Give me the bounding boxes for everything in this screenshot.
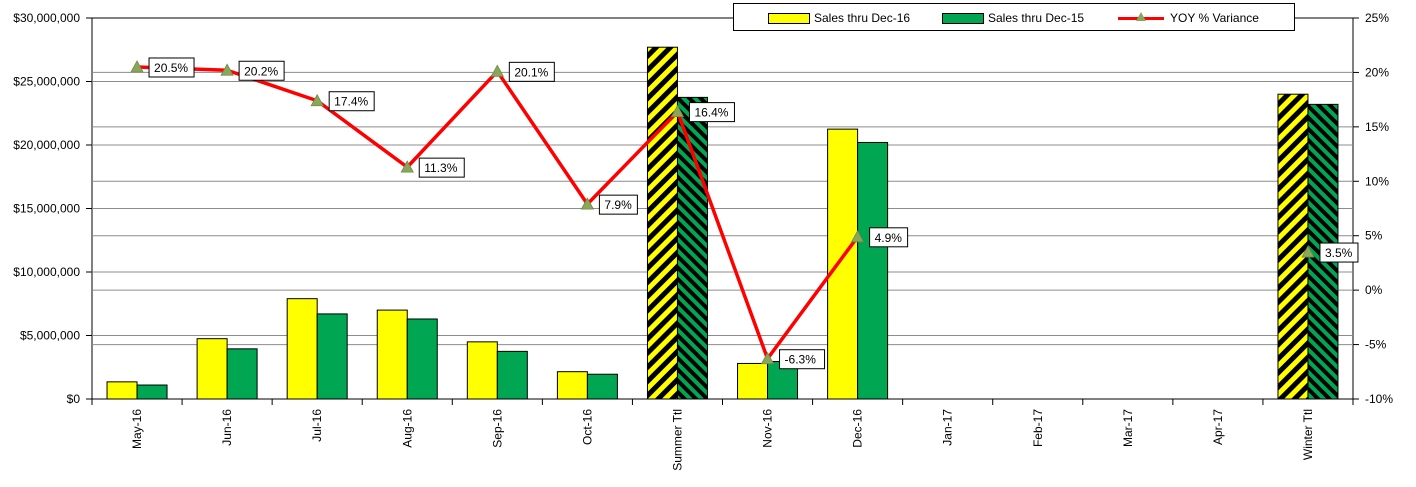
legend-swatch-line: [1118, 12, 1164, 24]
bar-sales-dec15: [226, 348, 258, 400]
bar-sales-dec15: [857, 141, 889, 400]
yoy-data-label-box: [598, 194, 638, 215]
yoy-marker: [130, 60, 144, 73]
y-right-tick-label: 15%: [1365, 120, 1389, 134]
yoy-data-label-box: [869, 227, 909, 248]
yoy-marker: [400, 160, 414, 173]
y-right-tick-label: 5%: [1365, 229, 1383, 243]
yoy-marker: [850, 229, 865, 243]
x-tick-label: Dec-16: [851, 409, 865, 448]
yoy-data-label: 7.9%: [604, 198, 632, 212]
bar-sales-dec15: [496, 350, 528, 400]
x-tick-label: Apr-17: [1211, 409, 1225, 445]
bar-sales-dec16: [1277, 93, 1309, 400]
x-tick-label: Jun-16: [220, 409, 234, 446]
yoy-marker: [760, 351, 775, 365]
y-right-tick-label: 10%: [1365, 174, 1389, 188]
x-tick-label: Aug-16: [400, 409, 414, 448]
x-tick-label: Nov-16: [761, 409, 775, 448]
bar-sales-dec16: [286, 298, 318, 400]
y-left-tick-label: $0: [67, 392, 81, 406]
yoy-data-label: 20.1%: [514, 65, 548, 79]
x-tick-label: Winter Ttl: [1301, 409, 1315, 460]
yoy-data-label: 20.2%: [244, 64, 278, 78]
yoy-data-label: -6.3%: [785, 353, 817, 367]
bar-sales-dec15: [316, 313, 348, 400]
yoy-marker: [490, 64, 504, 77]
bar-layer: [106, 46, 1339, 400]
legend-item-yoy: YOY % Variance: [1118, 10, 1259, 26]
y-left-tick-label: $20,000,000: [13, 138, 80, 152]
yoy-data-label-box: [779, 349, 826, 370]
x-tick-label: Oct-16: [580, 409, 594, 445]
y-right-tick-label: 20%: [1365, 65, 1389, 79]
bar-sales-dec16: [196, 338, 228, 400]
yoy-marker: [580, 197, 595, 210]
x-tick-label: Summer Ttl: [670, 409, 684, 471]
yoy-marker: [670, 104, 685, 118]
x-tick-label: May-16: [130, 409, 144, 449]
x-tick-label: Jan-17: [941, 409, 955, 446]
bar-sales-dec16: [106, 381, 138, 400]
y-right-tick-label: 25%: [1365, 11, 1389, 25]
bar-sales-dec15: [586, 373, 618, 400]
y-right-tick-label: -10%: [1365, 392, 1393, 406]
bar-sales-dec15: [676, 96, 708, 400]
legend-item-sales-dec15: Sales thru Dec-15: [942, 10, 1084, 26]
y-left-tick-label: $30,000,000: [13, 11, 80, 25]
yoy-data-label-box: [1319, 242, 1359, 263]
bar-sales-dec16: [827, 128, 859, 400]
legend-item-sales-dec16: Sales thru Dec-16: [768, 10, 910, 26]
y-left-tick-label: $25,000,000: [13, 75, 80, 89]
yoy-marker: [1301, 245, 1315, 258]
yoy-data-label-box: [328, 91, 375, 112]
bar-sales-dec16: [376, 309, 408, 400]
y-right-tick-label: -5%: [1365, 338, 1387, 352]
bar-sales-dec16: [466, 341, 498, 400]
yoy-data-label: 4.9%: [875, 231, 903, 245]
yoy-data-label: 11.3%: [424, 161, 457, 175]
yoy-data-label: 20.5%: [154, 61, 188, 75]
yoy-data-label-box: [508, 61, 555, 82]
bar-sales-dec15: [406, 318, 438, 400]
x-tick-label: Mar-17: [1121, 409, 1135, 447]
bar-sales-dec16: [737, 362, 769, 400]
y-left-tick-label: $15,000,000: [13, 202, 80, 216]
yoy-data-label: 16.4%: [694, 106, 728, 120]
yoy-marker: [310, 93, 324, 107]
chart-legend: Sales thru Dec-16 Sales thru Dec-15 YOY …: [733, 3, 1295, 31]
yoy-data-label-box: [688, 102, 735, 123]
legend-swatch-yellow: [768, 12, 810, 24]
axis-layer: $0 $5,000,000 $10,000,000 $15,000,000 $20,00…: [13, 11, 1393, 471]
yoy-data-label: 3.5%: [1325, 246, 1353, 260]
legend-label-yoy: YOY % Variance: [1170, 11, 1259, 25]
bar-sales-dec16: [556, 371, 588, 400]
yoy-data-label: 17.4%: [334, 95, 368, 109]
yoy-data-label-box: [418, 157, 465, 178]
legend-label-sales-dec16: Sales thru Dec-16: [814, 11, 911, 25]
legend-swatch-green: [942, 12, 984, 24]
yoy-data-label-box: [238, 60, 285, 81]
x-tick-label: Feb-17: [1031, 409, 1045, 447]
bar-sales-dec15: [136, 384, 168, 400]
yoy-marker: [220, 63, 234, 76]
yoy-data-label-box: [148, 57, 195, 78]
legend-label-sales-dec15: Sales thru Dec-15: [988, 11, 1085, 25]
bar-sales-dec16: [646, 46, 678, 400]
y-left-tick-label: $10,000,000: [13, 265, 80, 279]
y-left-tick-label: $5,000,000: [20, 329, 80, 343]
x-tick-label: Sep-16: [490, 409, 504, 448]
y-right-tick-label: 0%: [1365, 283, 1383, 297]
x-tick-label: Jul-16: [310, 409, 324, 442]
label-layer: 20.5% 20.2% 17.4% 11.3% 20.1% 7.9% 16.4% -6.3% 4…: [148, 57, 1359, 370]
